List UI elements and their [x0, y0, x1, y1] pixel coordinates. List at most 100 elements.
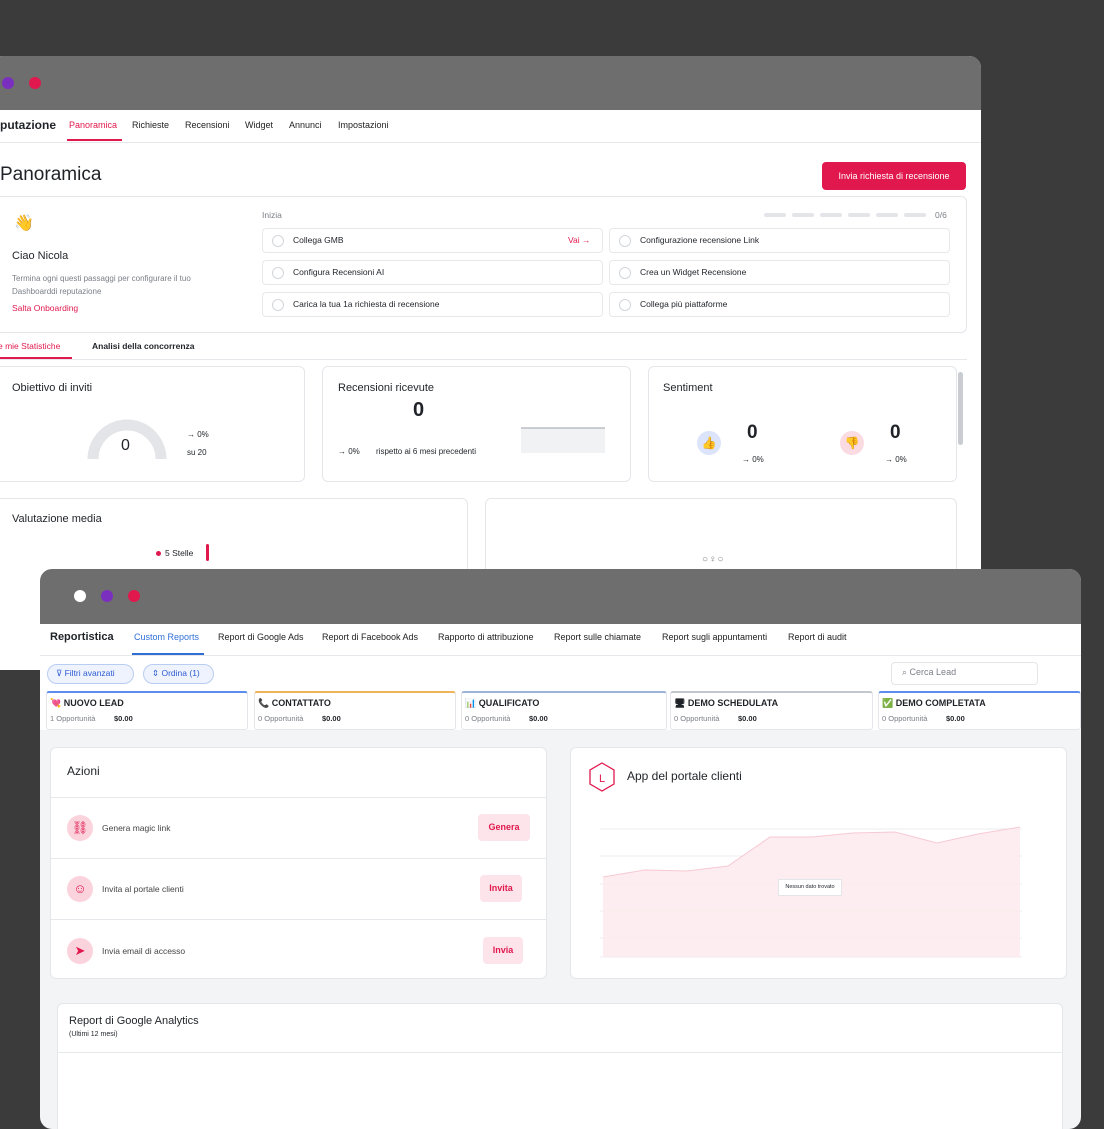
stage-count: 0 Opportunità	[258, 714, 304, 723]
nav-tab[interactable]: Report di audit	[788, 632, 847, 642]
nav-tab[interactable]: Custom Reports	[134, 632, 200, 642]
stage-amount: $0.00	[322, 714, 341, 723]
stage-amount: $0.00	[114, 714, 133, 723]
onboarding-step[interactable]: Crea un Widget Recensione	[609, 260, 950, 285]
sort-label[interactable]: ⇕ Ordina (1)	[152, 668, 200, 678]
brand: Reportistica	[50, 631, 114, 643]
subtab[interactable]: e mie Statistiche	[0, 341, 61, 351]
onboarding-step[interactable]: Collega GMB	[262, 228, 603, 253]
stage-name: ✅ DEMO COMPLETATA	[882, 698, 986, 708]
onboarding-text: Termina ogni questi passaggi per configu…	[12, 274, 191, 296]
stage-name: 📊 QUALIFICATO	[465, 698, 540, 708]
onboarding-step[interactable]: Configura Recensioni AI	[262, 260, 603, 285]
page-title: Panoramica	[0, 164, 102, 185]
card-title: Report di Google Analytics	[69, 1015, 199, 1027]
onboarding-card	[0, 196, 967, 333]
card-subtitle: (Ultimi 12 mesi)	[69, 1031, 118, 1038]
invites-card	[0, 366, 305, 482]
action-button[interactable]: Invia	[483, 937, 523, 964]
filter-label[interactable]: ⊽ Filtri avanzati	[56, 668, 115, 678]
stage-card[interactable]	[670, 691, 873, 730]
nav-tab[interactable]: Report sulle chiamate	[554, 632, 642, 642]
gauge	[87, 419, 167, 460]
card-title: Obiettivo di inviti	[12, 382, 93, 394]
nav-tab[interactable]: Report di Facebook Ads	[322, 632, 419, 642]
invites-target: su 20	[187, 448, 207, 457]
stage-card[interactable]	[461, 691, 667, 730]
skip-link[interactable]: Salta Onboarding	[12, 303, 79, 313]
thumbs-up-icon: 👍	[697, 431, 721, 455]
nav-tab[interactable]: Report sugli appuntamenti	[662, 632, 768, 642]
progress-bars	[764, 213, 926, 217]
legend-dot	[156, 551, 161, 556]
onboarding-step[interactable]: Collega più piattaforme	[609, 292, 950, 317]
action-label: Invia email di accesso	[102, 946, 186, 956]
nav-tab[interactable]: Impostazioni	[338, 120, 389, 130]
filter-text[interactable]: Filtri avanzati	[64, 668, 115, 678]
onboarding-step[interactable]: Carica la tua 1a richiesta di recensione	[262, 292, 603, 317]
stage-card[interactable]	[254, 691, 456, 730]
stage-name: 🖥 DEMO SCHEDULATA	[674, 698, 779, 708]
onboarding-step[interactable]: Configurazione recensione Link	[609, 228, 950, 253]
card-title: Recensioni ricevute	[338, 382, 434, 394]
sort-text[interactable]: Ordina (1)	[161, 668, 200, 678]
tab-underline	[132, 653, 204, 655]
negative-change: → 0%	[885, 455, 907, 464]
action-icon: ➤	[67, 938, 93, 964]
card-title: Sentiment	[663, 382, 713, 394]
cta-button[interactable]: Invia richiesta di recensione	[822, 162, 966, 190]
steps-heading: Inizia	[262, 210, 282, 220]
stage-count: 0 Opportunità	[882, 714, 928, 723]
sort-pill[interactable]	[143, 664, 214, 684]
go-link[interactable]: Vai →	[568, 235, 591, 245]
window-dot	[29, 77, 41, 89]
nav-tab[interactable]: Rapporto di attribuzione	[438, 632, 534, 642]
stage-amount: $0.00	[946, 714, 965, 723]
window-dot	[2, 77, 14, 89]
reviews-change: → 0%	[338, 447, 360, 456]
search-box[interactable]	[891, 662, 1038, 685]
negative-value: 0	[890, 422, 901, 443]
divider	[50, 797, 547, 798]
action-label: Invita al portale clienti	[102, 884, 184, 894]
search-placeholder[interactable]: ⌕ Cerca Lead	[902, 667, 957, 677]
reviews-sparkline	[521, 427, 605, 453]
search-text[interactable]: Cerca Lead	[909, 667, 957, 677]
legend-label: 5 Stelle	[165, 548, 194, 558]
analytics-card	[57, 1003, 1063, 1129]
nav-tab[interactable]: Report di Google Ads	[218, 632, 304, 642]
nav-tab[interactable]: Widget	[245, 120, 274, 130]
card-title: Valutazione media	[12, 513, 102, 525]
reviews-note: rispetto ai 6 mesi precedenti	[376, 447, 477, 456]
portal-icon: L	[589, 762, 615, 792]
subtab[interactable]: Analisi della concorrenza	[92, 341, 195, 351]
empty-state: Nessun dato trovato	[778, 879, 842, 896]
nav-tab[interactable]: Panoramica	[69, 120, 118, 130]
title-bar	[40, 569, 1081, 624]
positive-value: 0	[747, 422, 758, 443]
action-label: Genera magic link	[102, 823, 171, 833]
stage-count: 0 Opportunità	[674, 714, 720, 723]
stage-count: 0 Opportunità	[465, 714, 511, 723]
card-title: Azioni	[67, 764, 100, 778]
card-title: App del portale clienti	[627, 769, 742, 783]
filter-pill[interactable]	[47, 664, 134, 684]
action-button[interactable]: Genera	[478, 814, 530, 841]
nav-bar	[0, 110, 981, 143]
nav-tab[interactable]: Annunci	[289, 120, 322, 130]
subtab-underline	[0, 357, 72, 359]
page-body: putazione Panoramica Richieste Recension…	[0, 56, 1081, 1129]
thumbs-down-icon: 👎	[840, 431, 864, 455]
nav-tab[interactable]: Recensioni	[185, 120, 230, 130]
page: Reputazione e Reportistica {"window1": {…	[0, 56, 1081, 1129]
divider	[40, 655, 1081, 656]
invites-change: → 0%	[187, 430, 209, 439]
stage-count: 1 Opportunità	[50, 714, 96, 723]
stage-card[interactable]	[878, 691, 1081, 730]
nav-tab[interactable]: Richieste	[132, 120, 170, 130]
scrollbar[interactable]	[958, 372, 963, 445]
stage-card[interactable]	[46, 691, 248, 730]
divider	[57, 1052, 1063, 1053]
divider	[50, 919, 547, 920]
action-button[interactable]: Invita	[480, 875, 522, 902]
